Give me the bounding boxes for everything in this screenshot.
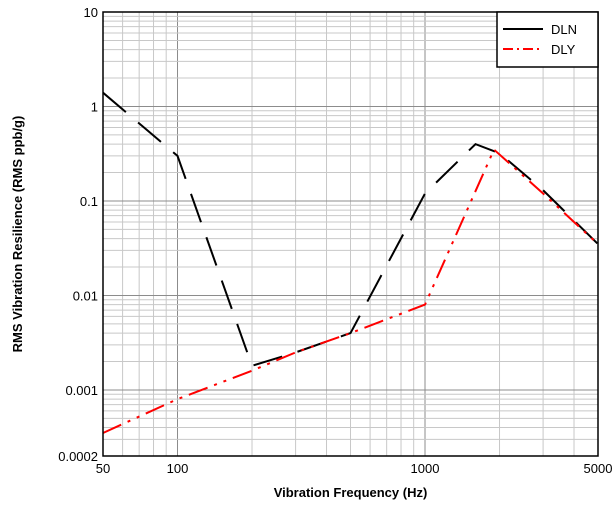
x-tick-labels: 50 100 1000 5000 [96, 461, 613, 476]
grid-lines [103, 12, 598, 456]
legend: DLN DLY [496, 11, 599, 68]
series-line-dly [102, 147, 599, 434]
y-axis-label: RMS Vibration Resilience (RMS ppb/g) [10, 116, 25, 353]
legend-label: DLY [551, 42, 576, 57]
series-line-dln [102, 91, 599, 368]
y-tick-label: 0.01 [73, 288, 98, 303]
legend-label: DLN [551, 22, 577, 37]
x-tick-label: 100 [167, 461, 189, 476]
legend-box [496, 11, 599, 68]
y-tick-label: 1 [91, 99, 98, 114]
y-tick-label: 0.1 [80, 194, 98, 209]
series-layer [102, 91, 599, 434]
x-tick-label: 5000 [584, 461, 613, 476]
x-tick-label: 50 [96, 461, 110, 476]
x-axis-label: Vibration Frequency (Hz) [274, 485, 428, 500]
y-tick-labels: 10 1 0.1 0.01 0.001 0.0002 [58, 5, 98, 464]
y-tick-label: 0.001 [65, 383, 98, 398]
y-tick-label: 10 [84, 5, 98, 20]
y-tick-label: 0.0002 [58, 449, 98, 464]
x-tick-label: 1000 [411, 461, 440, 476]
plot-frame [102, 11, 599, 457]
